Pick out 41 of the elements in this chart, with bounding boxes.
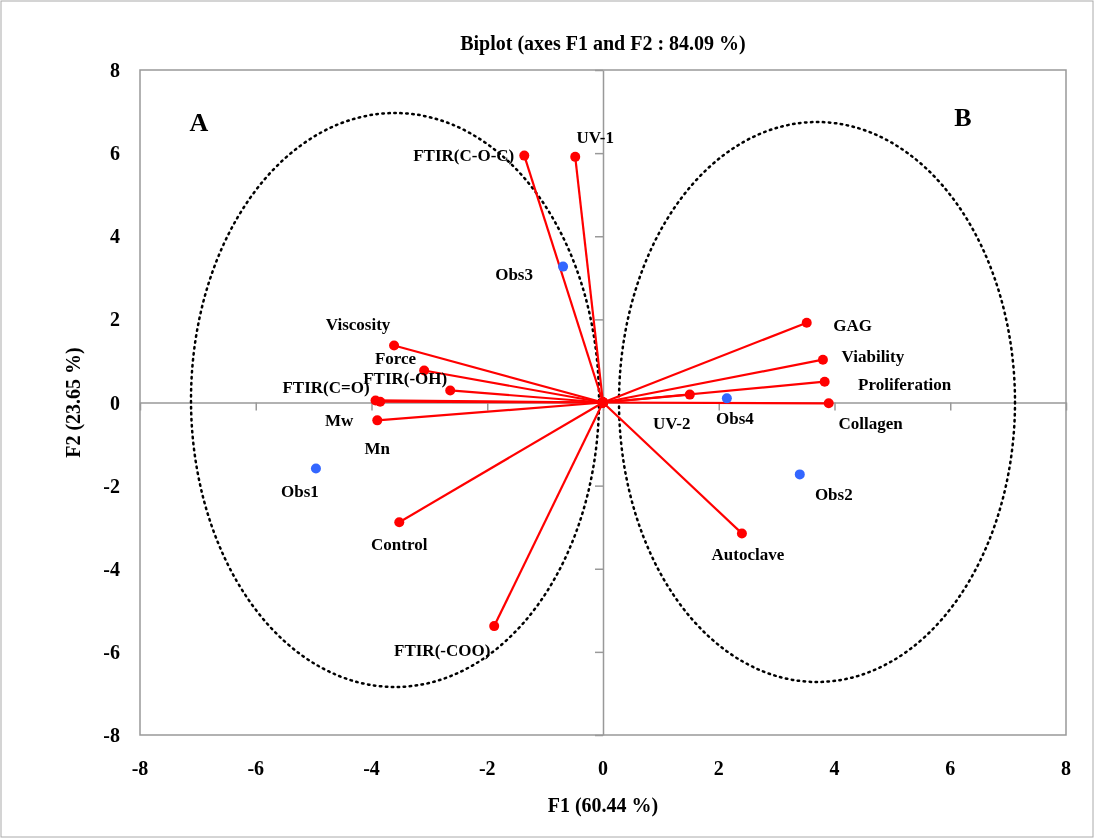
y-axis-title: F2 (23.65 %) (62, 347, 85, 458)
series-label: UV-2 (653, 413, 691, 433)
y-tick-label: -2 (103, 474, 120, 497)
x-tick-label: -2 (478, 757, 496, 779)
series-label: Obs2 (814, 485, 853, 505)
series-label: Viscosity (325, 314, 391, 334)
annotation: B (954, 103, 972, 132)
x-axis-title: F1 (60.44 %) (547, 794, 659, 817)
series-label: FTIR(-COO) (394, 641, 491, 661)
series-label: Obs3 (495, 264, 533, 284)
series-label: UV-1 (576, 127, 614, 147)
x-tick-label: 8 (1061, 757, 1071, 779)
x-tick-label: -8 (131, 757, 149, 779)
x-tick-label: 0 (598, 757, 608, 779)
series-label: Proliferation (858, 374, 952, 394)
y-tick-label: -8 (103, 724, 120, 746)
x-tick-label: 4 (829, 757, 840, 779)
series-label: Control (371, 535, 428, 555)
x-tick-label: -6 (247, 757, 265, 779)
series-label: Collagen (838, 414, 904, 434)
series-label: GAG (833, 315, 873, 335)
y-tick-label: 0 (110, 391, 120, 414)
y-tick-label: 4 (110, 225, 120, 248)
x-tick-label: 2 (713, 757, 724, 779)
series-label: Obs4 (715, 409, 755, 429)
y-tick-label: 8 (110, 59, 120, 81)
y-tick-label: -4 (103, 557, 120, 580)
series-label: FTIR(C-O-C) (413, 145, 515, 165)
x-tick-label: -4 (363, 757, 380, 779)
series-label: Force (374, 349, 417, 369)
series-label: Obs1 (281, 481, 319, 501)
y-tick-label: -6 (103, 640, 120, 663)
y-tick-label: 2 (110, 308, 120, 331)
chart-title: Biplot (axes F1 and F2 : 84.09 %) (460, 32, 746, 55)
series-label: Autoclave (711, 545, 785, 565)
annotation: A (189, 108, 209, 137)
series-label: Mn (364, 439, 391, 459)
y-tick-label: 6 (110, 142, 120, 165)
x-tick-label: 6 (945, 757, 956, 779)
series-label: Viability (841, 346, 905, 366)
series-label: Mw (325, 410, 355, 430)
